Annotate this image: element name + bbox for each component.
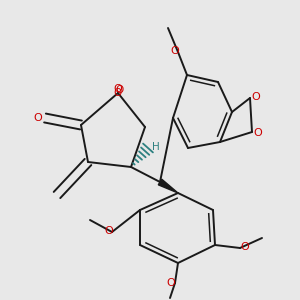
Polygon shape — [158, 179, 178, 193]
Text: H: H — [152, 142, 159, 152]
Text: O: O — [240, 242, 249, 251]
Text: O: O — [114, 83, 122, 94]
Text: O: O — [116, 85, 124, 95]
Text: O: O — [251, 92, 260, 101]
Text: O: O — [253, 128, 262, 139]
Text: O: O — [170, 46, 179, 56]
Text: O: O — [114, 88, 122, 98]
Text: O: O — [33, 113, 42, 123]
Text: O: O — [104, 226, 113, 236]
Text: O: O — [166, 278, 175, 288]
